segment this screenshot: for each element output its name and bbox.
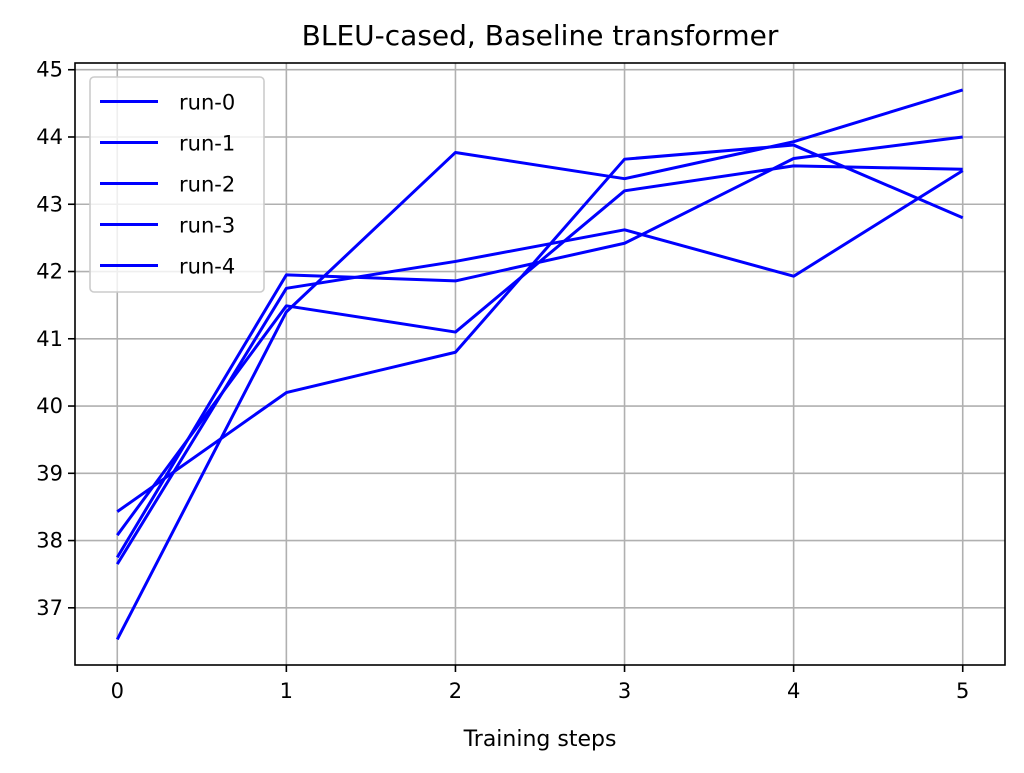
- x-tick-label: 1: [280, 679, 293, 703]
- chart-title: BLEU-cased, Baseline transformer: [302, 19, 779, 52]
- grid: [75, 63, 1005, 665]
- y-tick-label: 40: [36, 394, 63, 418]
- x-tick-label: 0: [111, 679, 124, 703]
- x-tick-label: 2: [449, 679, 462, 703]
- y-tick-label: 37: [36, 596, 63, 620]
- x-tick-label: 3: [618, 679, 631, 703]
- y-tick-label: 41: [36, 327, 63, 351]
- plot-frame: [74, 62, 1006, 666]
- y-tick-label: 45: [36, 58, 63, 82]
- series-line-run-4: [115, 88, 964, 641]
- legend: run-0 run-1 run-2 run-3 run-4: [89, 76, 265, 293]
- legend-label: run-3: [179, 214, 235, 238]
- legend-label: run-4: [179, 255, 235, 279]
- series-line-run-3: [116, 164, 963, 537]
- series-line-run-1: [116, 143, 964, 513]
- legend-label: run-0: [179, 91, 235, 115]
- series-lines: [115, 88, 964, 641]
- y-tick-label: 42: [36, 260, 63, 284]
- y-tick-label: 39: [36, 461, 63, 485]
- y-tick-label: 44: [36, 125, 63, 149]
- legend-box: [89, 76, 265, 293]
- y-tick-label: 38: [36, 529, 63, 553]
- y-tick-label: 43: [36, 192, 63, 216]
- series-line-run-0: [115, 169, 964, 565]
- x-axis-label: Training steps: [463, 727, 617, 752]
- legend-label: run-1: [179, 132, 235, 156]
- x-tick-label: 5: [956, 679, 969, 703]
- legend-label: run-2: [179, 173, 235, 197]
- x-tick-label: 4: [787, 679, 800, 703]
